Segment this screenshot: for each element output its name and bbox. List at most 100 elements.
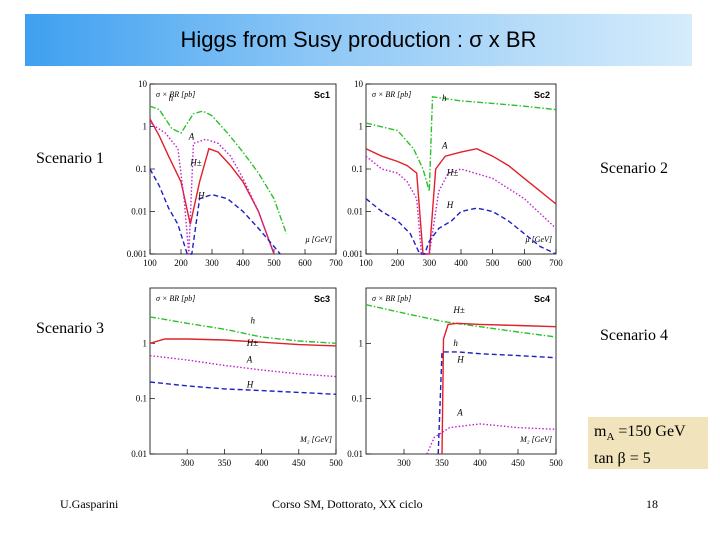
y-tick-label: 10 xyxy=(138,79,148,89)
x-tick-label: 500 xyxy=(486,258,500,268)
curve-label: h xyxy=(442,93,447,103)
y-tick-label: 0.1 xyxy=(136,164,147,174)
y-tick-label: 1 xyxy=(359,338,364,348)
tanbeta-parameter: tan β = 5 xyxy=(594,450,651,468)
y-tick-label: 0.01 xyxy=(131,207,147,217)
y-tick-label: 0.1 xyxy=(352,164,363,174)
panel-tag: Sc3 xyxy=(314,294,330,304)
scenario-2-label: Scenario 2 xyxy=(600,160,668,177)
chart-panel-sc1: 100 200 300 400 500 600 700 10 1 0.1 0.01 0.001 σ × … xyxy=(124,78,344,270)
x-tick-label: 350 xyxy=(435,458,449,468)
series-line-magenta xyxy=(426,423,557,455)
curve-label: A xyxy=(456,407,463,417)
series-line-red xyxy=(365,147,557,255)
x-tick-label: 400 xyxy=(473,458,487,468)
series-line-green xyxy=(149,316,337,344)
x-tick-label: 200 xyxy=(391,258,405,268)
x-axis-label: M₂ [GeV] xyxy=(519,435,552,444)
curve-label: h xyxy=(250,315,255,325)
curve-label: h xyxy=(169,93,174,103)
title-bar: Higgs from Susy production : σ x BR xyxy=(25,14,692,66)
y-tick-label: 0.1 xyxy=(352,394,363,404)
y-axis-label: σ × BR [pb] xyxy=(372,90,411,99)
curve-label: H± xyxy=(452,305,464,315)
parameter-note: mA =150 GeV tan β = 5 xyxy=(588,417,708,469)
curve-label: h xyxy=(453,338,458,348)
x-tick-label: 700 xyxy=(329,258,343,268)
curve-label: H xyxy=(246,379,254,389)
series-line-blue xyxy=(437,351,557,455)
series-line-green xyxy=(149,105,288,234)
x-tick-label: 300 xyxy=(205,258,219,268)
x-tick-label: 700 xyxy=(549,258,563,268)
y-tick-label: 1 xyxy=(143,338,148,348)
page-number: 18 xyxy=(646,497,658,511)
scenario-4-label: Scenario 4 xyxy=(600,327,668,344)
x-tick-label: 500 xyxy=(549,458,563,468)
y-tick-label: 0.001 xyxy=(127,249,147,259)
x-tick-label: 300 xyxy=(397,458,411,468)
x-tick-label: 300 xyxy=(423,258,437,268)
series-line-blue xyxy=(149,168,281,255)
y-tick-label: 0.001 xyxy=(343,249,363,259)
y-tick-label: 0.01 xyxy=(347,207,363,217)
curve-label: H± xyxy=(189,158,201,168)
x-tick-label: 450 xyxy=(511,458,525,468)
y-tick-label: 0.01 xyxy=(131,449,147,459)
curve-label: H xyxy=(446,200,454,210)
series-line-red xyxy=(149,118,275,255)
curve-label: A xyxy=(188,131,195,141)
y-tick-label: 0.01 xyxy=(347,449,363,459)
x-tick-label: 300 xyxy=(180,458,194,468)
series-line-red xyxy=(149,338,337,347)
y-axis-label: σ × BR [pb] xyxy=(156,90,195,99)
scenario-1-label: Scenario 1 xyxy=(36,150,104,167)
x-tick-label: 400 xyxy=(255,458,269,468)
x-tick-label: 400 xyxy=(236,258,250,268)
panel-tag: Sc4 xyxy=(534,294,550,304)
chart-panel-sc2: 100 200 300 400 500 600 700 10 1 0.1 0.01 0.001 σ × … xyxy=(340,78,564,270)
x-tick-label: 600 xyxy=(298,258,312,268)
series-line-magenta xyxy=(149,122,275,255)
panel-tag: Sc1 xyxy=(314,90,330,100)
x-tick-label: 100 xyxy=(143,258,157,268)
curve-label: A xyxy=(441,141,448,151)
y-tick-label: 1 xyxy=(359,122,364,132)
plot-frame xyxy=(365,83,557,255)
x-axis-label: μ [GeV] xyxy=(525,235,552,244)
curve-label: H xyxy=(456,355,464,365)
series-line-magenta xyxy=(365,155,557,255)
chart-panel-sc4: 300 350 400 450 500 1 0.1 0.01 σ × BR [pb] M₂ [Ge… xyxy=(340,282,563,472)
x-tick-label: 500 xyxy=(267,258,281,268)
scenario-3-label: Scenario 3 xyxy=(36,320,104,337)
plot-frame xyxy=(149,287,337,455)
plot-frame xyxy=(149,83,337,255)
x-tick-label: 200 xyxy=(174,258,188,268)
slide-title: Higgs from Susy production : σ x BR xyxy=(180,27,537,52)
series-line-red xyxy=(441,322,557,455)
plot-frame xyxy=(365,287,557,455)
series-line-blue xyxy=(149,381,337,395)
series-line-green xyxy=(365,95,557,192)
y-axis-label: σ × BR [pb] xyxy=(372,294,411,303)
curve-label: H xyxy=(197,191,205,201)
curve-label: A xyxy=(246,355,253,365)
y-tick-label: 1 xyxy=(143,122,148,132)
mass-parameter: mA =150 GeV xyxy=(594,423,686,444)
y-tick-label: 0.1 xyxy=(136,394,147,404)
x-tick-label: 100 xyxy=(359,258,373,268)
x-axis-label: M₂ [GeV] xyxy=(299,435,332,444)
chart-panel-sc3: 300 350 400 450 500 1 0.1 0.01 σ × BR [pb] M₂ [Ge… xyxy=(124,282,343,472)
panel-tag: Sc2 xyxy=(534,90,550,100)
x-tick-label: 600 xyxy=(518,258,532,268)
x-tick-label: 500 xyxy=(329,458,343,468)
x-tick-label: 350 xyxy=(218,458,232,468)
curve-label: H± xyxy=(446,168,458,178)
x-tick-label: 450 xyxy=(292,458,306,468)
footer-author: U.Gasparini xyxy=(60,497,119,511)
x-axis-label: μ [GeV] xyxy=(305,235,332,244)
y-tick-label: 10 xyxy=(354,79,364,89)
y-axis-label: σ × BR [pb] xyxy=(156,294,195,303)
curve-label: H± xyxy=(246,338,258,348)
x-tick-label: 400 xyxy=(454,258,468,268)
